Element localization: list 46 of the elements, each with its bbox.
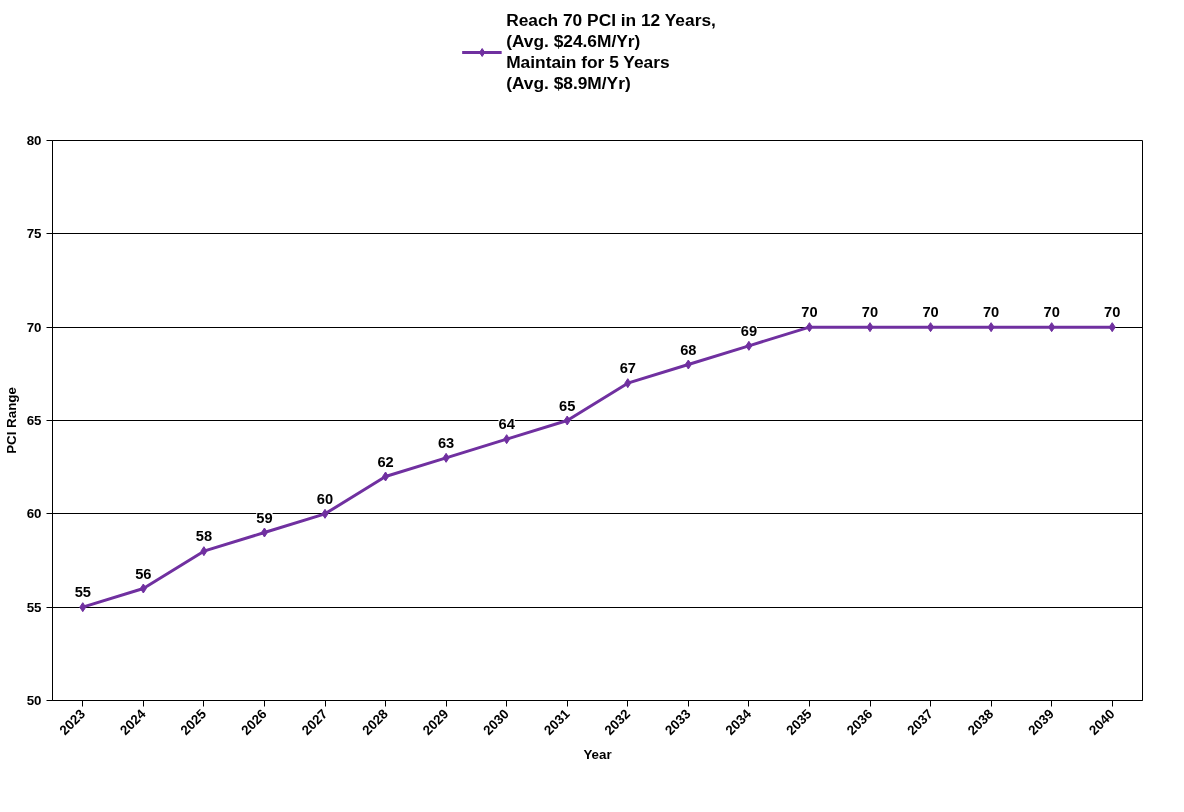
data-label: 69 xyxy=(740,322,758,339)
point xyxy=(79,602,87,613)
y-tick-label: 75 xyxy=(26,226,43,242)
point xyxy=(442,452,450,463)
point xyxy=(866,322,874,333)
point xyxy=(563,415,571,426)
y-tick-label: 80 xyxy=(26,133,42,148)
point xyxy=(200,546,208,557)
point xyxy=(684,359,692,370)
x-axis-title: Year xyxy=(583,746,612,762)
data-label: 62 xyxy=(377,453,394,470)
data-label: 64 xyxy=(498,416,516,433)
data-label: 68 xyxy=(680,341,697,358)
data-label: 70 xyxy=(1104,304,1121,321)
point xyxy=(624,378,632,389)
y-tick-label: 55 xyxy=(26,599,43,615)
point xyxy=(382,471,390,482)
point xyxy=(260,527,268,538)
data-label: 59 xyxy=(256,509,273,526)
point xyxy=(503,434,511,445)
point xyxy=(927,322,935,333)
data-label: 70 xyxy=(922,304,939,321)
data-label: 70 xyxy=(801,304,818,321)
point xyxy=(805,322,813,333)
point xyxy=(139,583,147,594)
y-tick-label: 60 xyxy=(26,506,42,522)
data-label: 65 xyxy=(559,397,576,414)
y-tick-label: 50 xyxy=(26,693,42,708)
data-label: 70 xyxy=(1043,304,1060,321)
y-axis-title: PCI Range xyxy=(3,387,19,454)
data-label: 58 xyxy=(195,528,213,545)
point xyxy=(1108,322,1116,333)
data-label: 56 xyxy=(135,565,152,582)
data-label: 67 xyxy=(619,360,636,377)
legend-label: Reach 70 PCI in 12 Years, (Avg. $24.6M/Yr) Maintain for 5 Years (Avg. $8.9M/Yr) xyxy=(506,10,716,94)
point xyxy=(987,322,995,333)
point xyxy=(321,508,329,519)
data-label: 70 xyxy=(982,304,1000,321)
point xyxy=(745,340,753,351)
y-tick-label: 65 xyxy=(26,413,43,428)
data-label: 60 xyxy=(316,490,334,507)
point xyxy=(1048,322,1056,333)
data-label: 63 xyxy=(437,434,455,451)
data-label: 55 xyxy=(74,584,91,601)
y-tick-label: 70 xyxy=(26,319,42,335)
data-label: 70 xyxy=(861,304,879,321)
